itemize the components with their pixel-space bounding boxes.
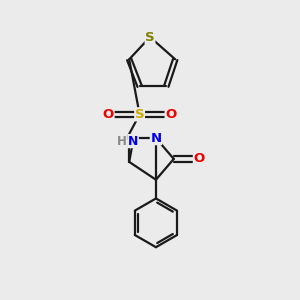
Text: S: S [145,31,155,44]
Text: O: O [165,108,176,121]
Text: O: O [103,108,114,121]
Text: O: O [194,152,205,165]
Text: N: N [150,132,161,145]
Text: S: S [135,108,144,121]
Text: H: H [117,135,127,148]
Text: N: N [128,135,138,148]
